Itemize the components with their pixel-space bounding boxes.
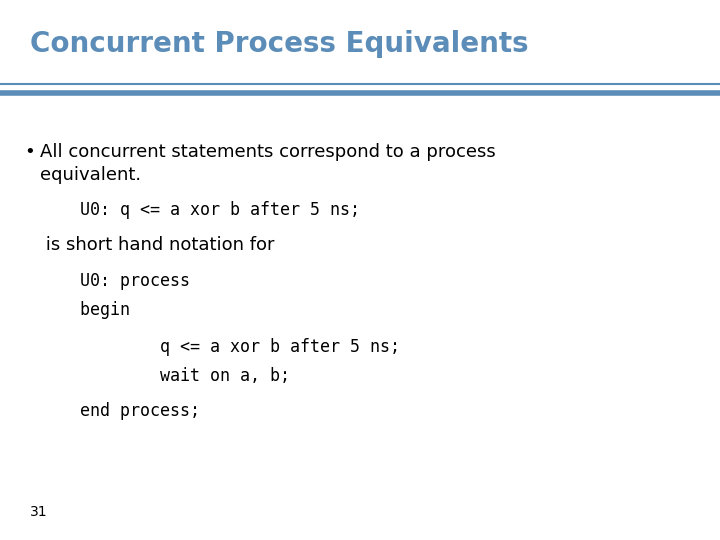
Text: Concurrent Process Equivalents: Concurrent Process Equivalents [30, 30, 529, 58]
Text: All concurrent statements correspond to a process
equivalent.: All concurrent statements correspond to … [40, 143, 495, 184]
Text: end process;: end process; [40, 402, 199, 420]
Text: •: • [24, 143, 35, 161]
Text: wait on a, b;: wait on a, b; [40, 367, 289, 384]
Text: is short hand notation for: is short hand notation for [40, 236, 274, 254]
Text: U0: process: U0: process [40, 272, 189, 289]
Text: 31: 31 [30, 505, 48, 519]
Text: U0: q <= a xor b after 5 ns;: U0: q <= a xor b after 5 ns; [40, 201, 359, 219]
Text: begin: begin [40, 301, 130, 319]
Text: q <= a xor b after 5 ns;: q <= a xor b after 5 ns; [40, 338, 400, 355]
